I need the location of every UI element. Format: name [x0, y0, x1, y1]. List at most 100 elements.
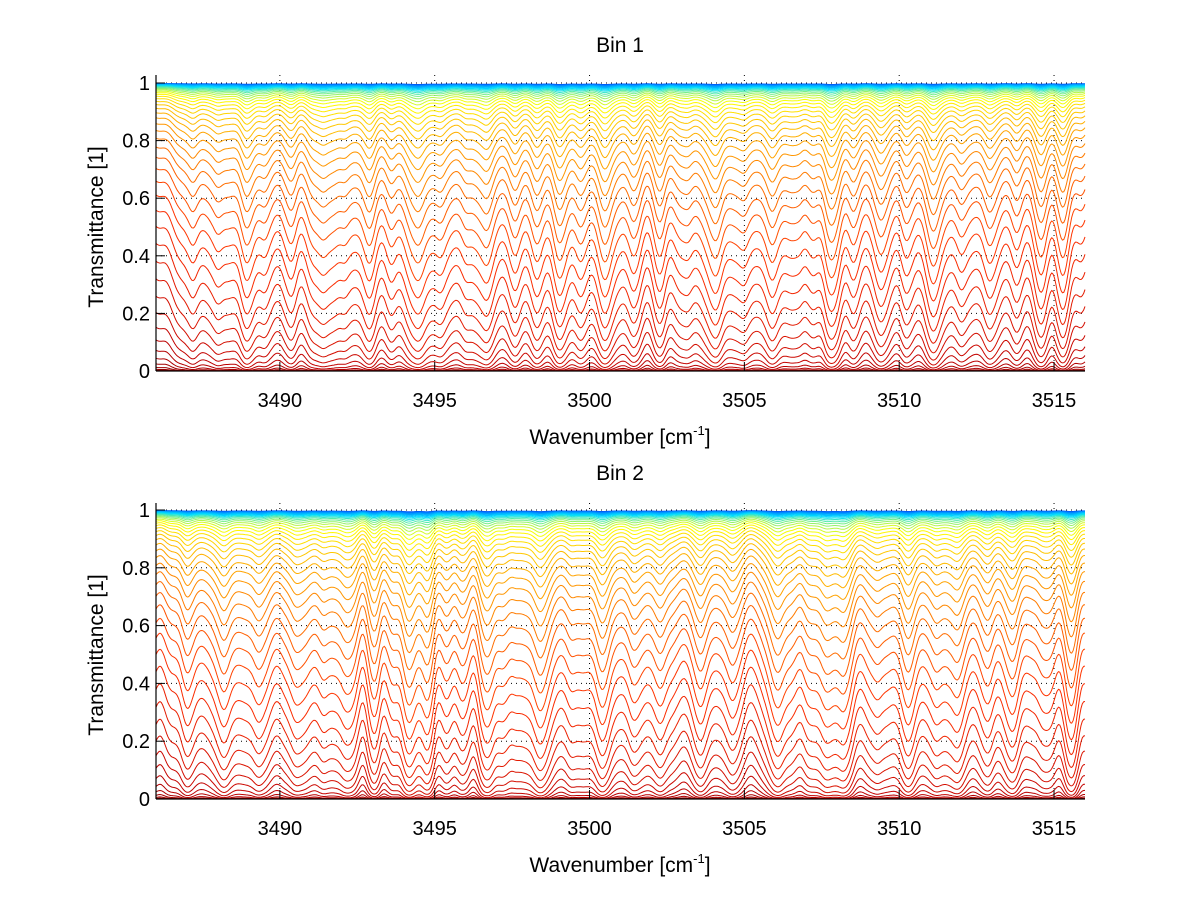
spectrum-line — [155, 243, 1086, 342]
spectrum-line — [155, 112, 1086, 159]
x-axis-label-superscript: -1 — [693, 851, 705, 866]
spectrum-line — [155, 100, 1086, 132]
x-axis-label-superscript: -1 — [693, 423, 705, 438]
x-axis-label-suffix: ] — [705, 426, 711, 449]
chart-title: Bin 2 — [596, 462, 644, 485]
x-axis-label-text: Wavenumber [cm — [529, 854, 693, 877]
spectrum-line — [155, 137, 1086, 213]
spectrum-line — [156, 511, 1085, 518]
spectrum-line — [156, 88, 1086, 100]
y-tick-labels: 0 0.2 0.4 0.6 0.8 1 — [122, 500, 150, 811]
spectrum-line — [155, 89, 1086, 103]
y-tick-label: 0.6 — [122, 616, 150, 638]
spectrum-line — [155, 194, 1086, 299]
spectrum-line — [155, 701, 1086, 787]
spectrum-line — [156, 84, 1085, 89]
spectrum-line — [155, 180, 1086, 282]
spectrum-line — [155, 548, 1086, 608]
spectrum-line — [155, 750, 1086, 798]
y-tick-label: 0.4 — [122, 673, 150, 695]
y-tick-labels: 0 0.2 0.4 0.6 0.8 1 — [122, 73, 150, 383]
y-tick-label: 0.4 — [122, 246, 150, 268]
spectrum-line — [155, 93, 1086, 114]
x-axis-label: Wavenumber [cm-1] — [529, 423, 710, 449]
x-tick-labels: 3490 3495 3500 3505 3510 3515 — [258, 390, 1077, 412]
spectrum-line — [155, 571, 1086, 654]
spectrum-line — [155, 146, 1086, 229]
spectrum-line — [155, 604, 1086, 706]
spectrum-line — [155, 87, 1086, 97]
spectrum-line — [155, 339, 1086, 371]
x-tick-label: 3490 — [258, 818, 303, 840]
y-tick-label: 1 — [139, 500, 150, 522]
spectrum-line — [155, 107, 1086, 149]
spectrum-line — [155, 527, 1085, 558]
spectrum-line — [155, 98, 1086, 125]
x-axis-label-suffix: ] — [705, 854, 711, 877]
subplot-bin-1: Bin 1 3490 3495 3500 3505 3510 3515 0 0.2 0.4 0.… — [85, 34, 1086, 449]
spectrum-line — [155, 513, 1086, 522]
spectrum-line — [155, 517, 1086, 532]
y-axis-label: Transmittance [1] — [85, 146, 108, 307]
spectrum-line — [155, 562, 1086, 638]
axes — [155, 503, 1085, 800]
spectrum-line — [155, 167, 1086, 264]
spectrum-line — [155, 278, 1086, 360]
y-tick-label: 0.2 — [122, 303, 150, 325]
spectrum-line — [155, 312, 1086, 369]
spectrum-line — [155, 735, 1086, 796]
spectrum-line — [156, 85, 1086, 92]
spectrum-line — [155, 518, 1085, 536]
subplot-bin-2: Bin 2 3490 3495 3500 3505 3510 3515 0 0.2 0.4 0.… — [85, 462, 1086, 877]
y-tick-label: 0.8 — [122, 131, 150, 153]
spectrum-line — [155, 775, 1086, 800]
x-tick-label: 3500 — [567, 818, 612, 840]
spectrum-line — [155, 326, 1086, 370]
x-tick-label: 3495 — [412, 390, 457, 412]
spectrum-line — [155, 520, 1085, 540]
x-tick-label: 3495 — [412, 818, 457, 840]
spectrum-line — [155, 522, 1085, 546]
x-tick-label: 3505 — [722, 390, 767, 412]
spectrum-line — [155, 260, 1086, 352]
spectrum-line — [155, 117, 1086, 171]
spectrum-line — [155, 129, 1086, 197]
spectrum-line — [155, 665, 1086, 768]
spectrum-line — [155, 514, 1086, 524]
x-tick-label: 3510 — [877, 818, 922, 840]
spectrum-line — [155, 512, 1085, 519]
spectrum-line — [155, 683, 1086, 779]
spectrum-line — [155, 542, 1086, 596]
x-axis-label-text: Wavenumber [cm — [529, 426, 693, 449]
y-tick-label: 0 — [139, 361, 150, 383]
spectrum-line — [155, 530, 1085, 566]
spectrum-line — [155, 537, 1086, 585]
spectrum-line — [155, 92, 1086, 110]
spectrum-line — [156, 90, 1086, 106]
spectrum-line — [155, 617, 1086, 724]
spectrum-line — [155, 555, 1086, 622]
spectrum-line — [155, 209, 1086, 315]
x-tick-labels: 3490 3495 3500 3505 3510 3515 — [258, 818, 1077, 840]
spectrum-line — [155, 783, 1085, 800]
spectrum-line — [155, 632, 1086, 740]
y-tick-label: 0.8 — [122, 558, 150, 580]
spectrum-line — [155, 718, 1086, 792]
y-axis-label: Transmittance [1] — [85, 574, 108, 735]
spectrum-line — [155, 225, 1086, 330]
spectrum-line — [155, 156, 1086, 246]
spectrum-line — [156, 86, 1086, 94]
x-tick-label: 3490 — [258, 390, 303, 412]
spectrum-line — [155, 580, 1086, 671]
y-tick-label: 1 — [139, 73, 150, 95]
spectrum-line — [155, 295, 1086, 365]
spectrum-line — [155, 764, 1086, 799]
spectrum-line — [155, 515, 1085, 529]
spectrum-line — [155, 512, 1085, 520]
x-tick-label: 3515 — [1032, 390, 1077, 412]
spectrum-line — [155, 86, 1086, 95]
series-group — [155, 83, 1086, 372]
x-tick-label: 3505 — [722, 818, 767, 840]
spectrum-line — [155, 514, 1085, 526]
